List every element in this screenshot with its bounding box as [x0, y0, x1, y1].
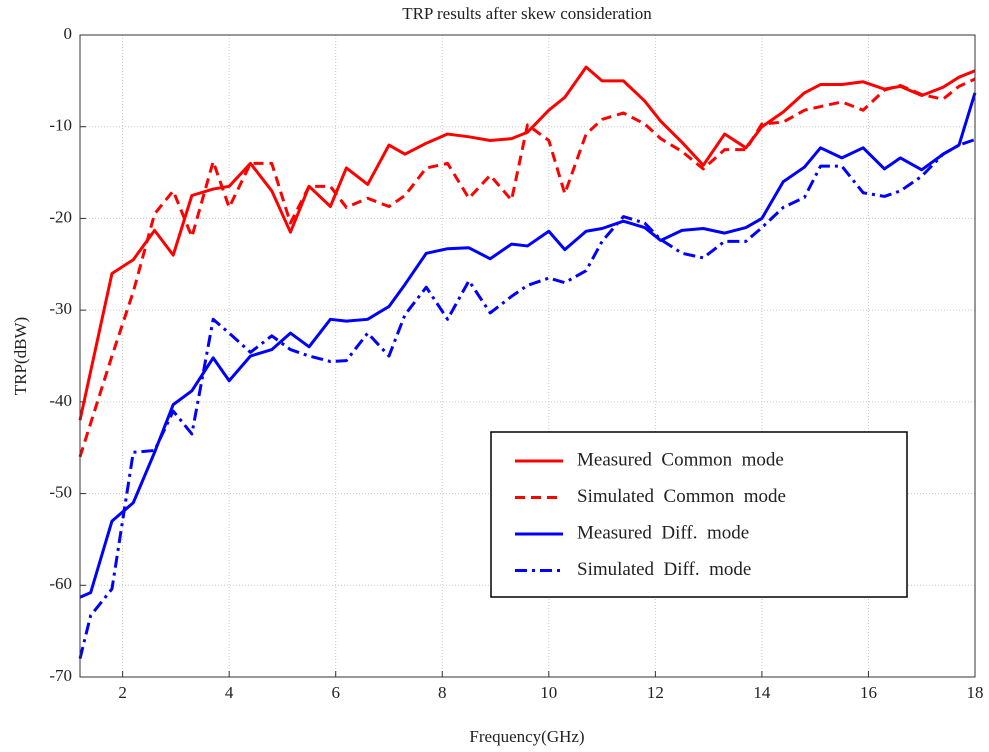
y-tick-label: 0 [64, 24, 73, 43]
x-tick-label: 14 [753, 683, 771, 702]
x-axis-label: Frequency(GHz) [469, 727, 584, 746]
y-axis-label: TRP(dBW) [11, 317, 30, 395]
chart-title: TRP results after skew consideration [402, 4, 652, 23]
series-line [79, 92, 977, 599]
x-tick-label: 2 [118, 683, 127, 702]
x-tick-label: 8 [438, 683, 447, 702]
series-line [78, 77, 976, 458]
x-tick-label: 4 [225, 683, 234, 702]
legend-label: Measured Common mode [577, 449, 784, 470]
y-tick-label: -60 [49, 574, 72, 593]
y-tick-label: -70 [49, 666, 72, 685]
y-tick-label: -20 [49, 207, 72, 226]
legend-label: Measured Diff. mode [577, 522, 749, 543]
x-tick-label: 16 [860, 683, 877, 702]
y-tick-label: -30 [49, 299, 72, 318]
y-tick-label: -10 [49, 116, 72, 135]
x-tick-label: 6 [331, 683, 340, 702]
legend-label: Simulated Common mode [577, 486, 786, 507]
plot-border [79, 34, 976, 678]
x-tick-label: 12 [647, 683, 664, 702]
x-tick-label: 10 [540, 683, 557, 702]
x-tick-label: 18 [967, 683, 984, 702]
series-line [78, 65, 976, 421]
series-line [78, 138, 976, 660]
y-tick-label: -50 [49, 482, 72, 501]
y-tick-label: -40 [49, 391, 72, 410]
legend-label: Simulated Diff. mode [577, 559, 751, 580]
